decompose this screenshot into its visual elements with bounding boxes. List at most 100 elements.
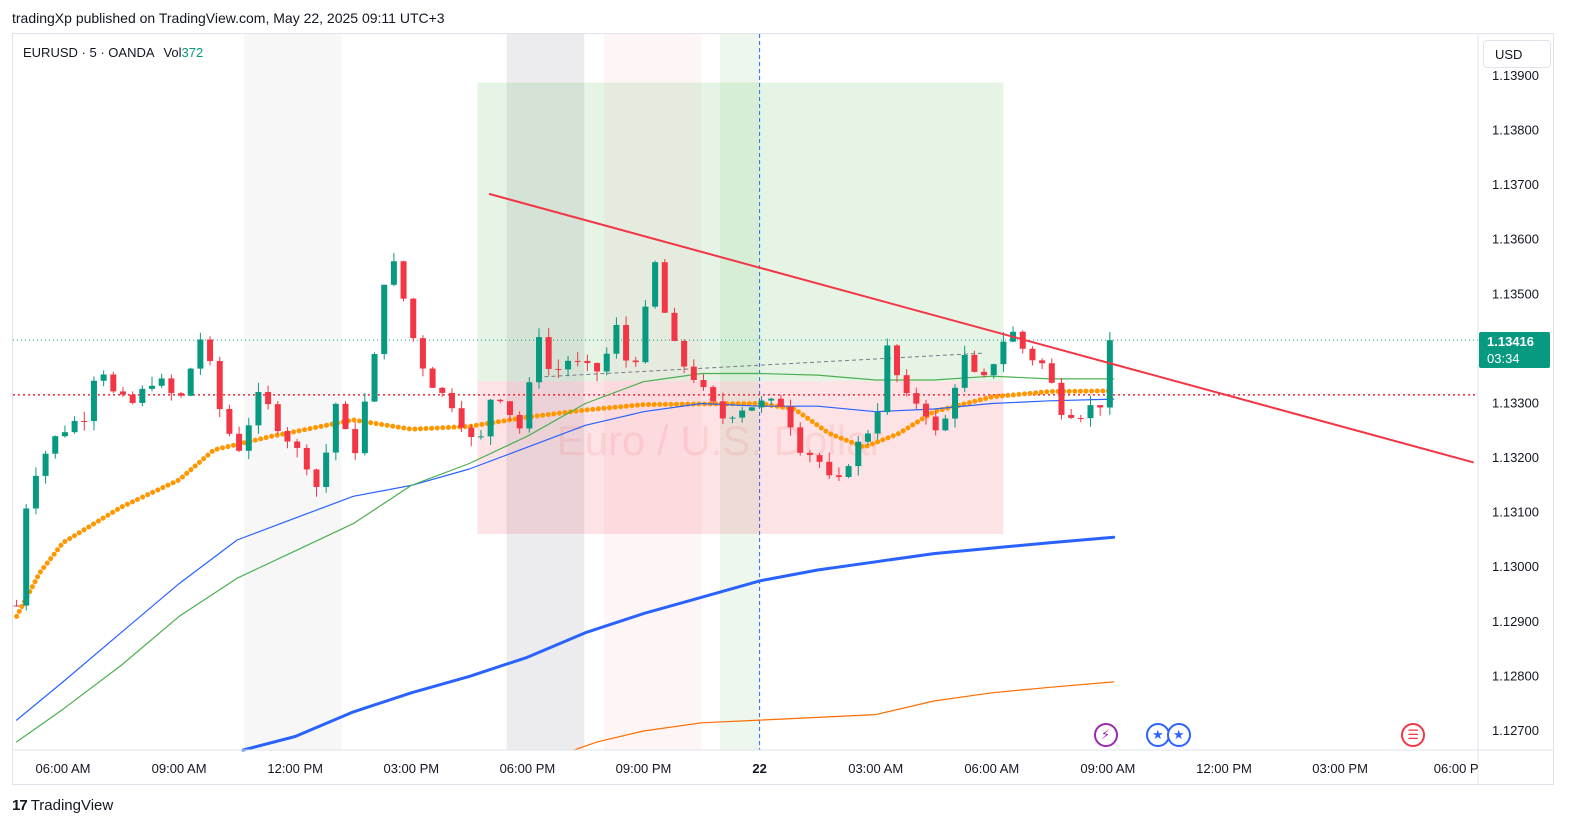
candle-body-93 <box>913 393 920 404</box>
chart-frame[interactable] <box>12 33 1554 785</box>
price-tick-label: 1.12800 <box>1492 668 1539 683</box>
tradingview-brand: TradingView <box>30 797 114 814</box>
price-tick-label: 1.13600 <box>1492 232 1539 247</box>
candle-body-28 <box>284 431 291 442</box>
candle-body-75 <box>739 410 746 418</box>
candle-body-20 <box>207 339 214 362</box>
symbol-watermark: Euro / U.S. Dollar <box>557 417 884 464</box>
candle-body-41 <box>410 298 417 339</box>
tradingview-logo[interactable]: 17 TradingView <box>12 797 113 814</box>
candle-body-25 <box>255 391 262 426</box>
economic-event-icon[interactable]: ⚡ <box>1093 723 1118 747</box>
candle-body-66 <box>652 262 659 307</box>
candle-body-61 <box>603 353 610 372</box>
candle-body-31 <box>313 469 320 487</box>
candle-body-19 <box>197 339 204 369</box>
position-target-zone <box>477 82 1004 382</box>
horizontal-lines <box>13 339 1478 396</box>
candle-body-109 <box>1068 414 1075 418</box>
eu-event-icon-2[interactable]: ★ <box>1166 723 1191 747</box>
candle-body-14 <box>149 385 156 389</box>
session-bands <box>244 34 761 750</box>
candle-body-6 <box>71 420 78 433</box>
candle-body-96 <box>942 418 949 431</box>
legend-vol-label: Vol <box>163 45 182 60</box>
candle-body-0 <box>13 605 20 607</box>
candle-body-55 <box>545 337 552 369</box>
candle-body-7 <box>81 420 88 422</box>
candle-body-79 <box>777 398 784 407</box>
candle-body-51 <box>506 401 513 415</box>
trendline <box>488 192 1474 464</box>
currency-button[interactable]: USD <box>1483 40 1551 68</box>
time-tick-label: 09:00 AM <box>1080 761 1135 776</box>
candle-body-11 <box>119 391 126 395</box>
candle-body-81 <box>797 427 804 453</box>
price-tick-label: 1.13700 <box>1492 177 1539 192</box>
candle-body-62 <box>613 324 620 354</box>
candle-body-36 <box>361 401 368 454</box>
legend-symbol[interactable]: EURUSD <box>23 45 78 60</box>
candle-body-53 <box>526 382 533 429</box>
candle-body-89 <box>874 412 881 434</box>
time-tick-label: 09:00 AM <box>152 761 207 776</box>
candle-body-21 <box>216 361 223 410</box>
candle-body-113 <box>1106 340 1113 408</box>
candle-body-86 <box>845 466 852 477</box>
candle-body-23 <box>236 433 243 451</box>
candle-body-108 <box>1058 382 1065 415</box>
price-tick-label: 1.13300 <box>1492 395 1539 410</box>
candle-body-37 <box>371 354 378 402</box>
candle-body-45 <box>448 392 455 409</box>
candle-body-71 <box>700 380 707 388</box>
candle-body-76 <box>748 407 755 411</box>
candle-body-9 <box>100 374 107 381</box>
candle-body-64 <box>632 360 639 363</box>
candle-body-57 <box>565 360 572 370</box>
candle-body-48 <box>477 436 484 438</box>
candle-body-3 <box>42 453 49 476</box>
legend-vol-value: 372 <box>181 45 204 60</box>
candle-body-95 <box>932 416 939 431</box>
candle-body-105 <box>1029 348 1036 361</box>
time-tick-label: 06:00 AM <box>36 761 91 776</box>
candle-body-90 <box>884 345 891 413</box>
price-tick-label: 1.13100 <box>1492 505 1539 520</box>
candle-body-91 <box>893 345 900 376</box>
candle-body-46 <box>458 408 465 428</box>
candle-body-58 <box>574 360 581 362</box>
candle-body-88 <box>864 433 871 442</box>
candle-body-84 <box>826 461 833 476</box>
candle-body-42 <box>419 338 426 369</box>
candle-body-10 <box>110 374 117 392</box>
us-event-icon[interactable]: ☰ <box>1401 723 1426 747</box>
moving-averages <box>14 372 1117 752</box>
trendline-group <box>488 192 1474 464</box>
candle-body-73 <box>719 401 726 419</box>
candle-body-82 <box>806 452 813 456</box>
publish-header: tradingXp published on TradingView.com, … <box>12 10 445 26</box>
candle-body-1 <box>23 508 30 606</box>
candle-body-17 <box>178 393 185 396</box>
candle-body-80 <box>787 406 794 428</box>
candle-body-92 <box>903 375 910 394</box>
candle-body-24 <box>245 425 252 451</box>
candle-body-60 <box>594 363 601 372</box>
time-tick-label: 22 <box>752 761 766 776</box>
candle-body-18 <box>187 368 194 396</box>
time-tick-label: 03:00 PM <box>383 761 439 776</box>
candle-body-44 <box>439 387 446 393</box>
candle-body-40 <box>400 261 407 299</box>
candle-body-111 <box>1087 405 1094 419</box>
candle-body-106 <box>1039 360 1046 364</box>
candle-body-49 <box>487 399 494 437</box>
candle-body-43 <box>429 368 436 388</box>
session-band-2 <box>604 34 702 750</box>
candle-body-32 <box>323 452 330 487</box>
legend-interval[interactable]: 5 <box>89 45 97 60</box>
candle-body-5 <box>61 432 68 437</box>
candle-body-98 <box>961 354 968 388</box>
candle-body-56 <box>555 368 562 370</box>
price-tick-label: 1.13000 <box>1492 559 1539 574</box>
